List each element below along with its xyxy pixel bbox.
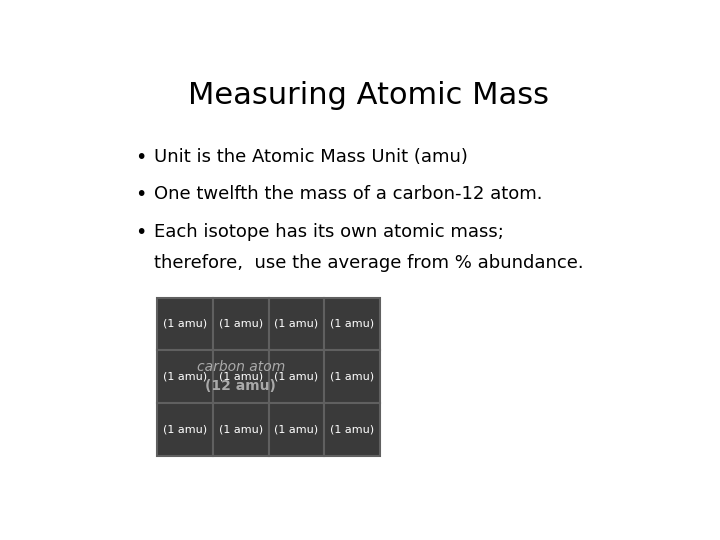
Bar [157, 350, 213, 403]
Bar [324, 298, 380, 350]
Text: (1 amu): (1 amu) [274, 372, 318, 382]
Bar [213, 403, 269, 456]
Text: •: • [135, 223, 146, 242]
Text: (12 amu): (12 amu) [205, 379, 276, 393]
Bar [269, 403, 324, 456]
Text: Measuring Atomic Mass: Measuring Atomic Mass [189, 82, 549, 111]
Text: •: • [135, 185, 146, 204]
Bar [269, 298, 324, 350]
Text: (1 amu): (1 amu) [163, 319, 207, 329]
Bar [157, 298, 380, 456]
Text: (1 amu): (1 amu) [330, 424, 374, 434]
Bar [324, 350, 380, 403]
Text: carbon atom: carbon atom [197, 360, 285, 374]
Text: (1 amu): (1 amu) [219, 372, 263, 382]
Text: •: • [135, 148, 146, 167]
Bar [213, 298, 269, 350]
Text: (1 amu): (1 amu) [163, 424, 207, 434]
Bar [157, 403, 213, 456]
Text: One twelfth the mass of a carbon-12 atom.: One twelfth the mass of a carbon-12 atom… [154, 185, 543, 204]
Text: Each isotope has its own atomic mass;: Each isotope has its own atomic mass; [154, 223, 504, 241]
Bar [213, 350, 269, 403]
Text: therefore,  use the average from % abundance.: therefore, use the average from % abunda… [154, 254, 584, 272]
Text: (1 amu): (1 amu) [330, 319, 374, 329]
Text: (1 amu): (1 amu) [274, 319, 318, 329]
Text: (1 amu): (1 amu) [330, 372, 374, 382]
Bar [269, 350, 324, 403]
Text: (1 amu): (1 amu) [219, 319, 263, 329]
Text: (1 amu): (1 amu) [163, 372, 207, 382]
Text: Unit is the Atomic Mass Unit (amu): Unit is the Atomic Mass Unit (amu) [154, 148, 468, 166]
Bar [157, 298, 213, 350]
Bar [324, 403, 380, 456]
Text: (1 amu): (1 amu) [274, 424, 318, 434]
Text: (1 amu): (1 amu) [219, 424, 263, 434]
